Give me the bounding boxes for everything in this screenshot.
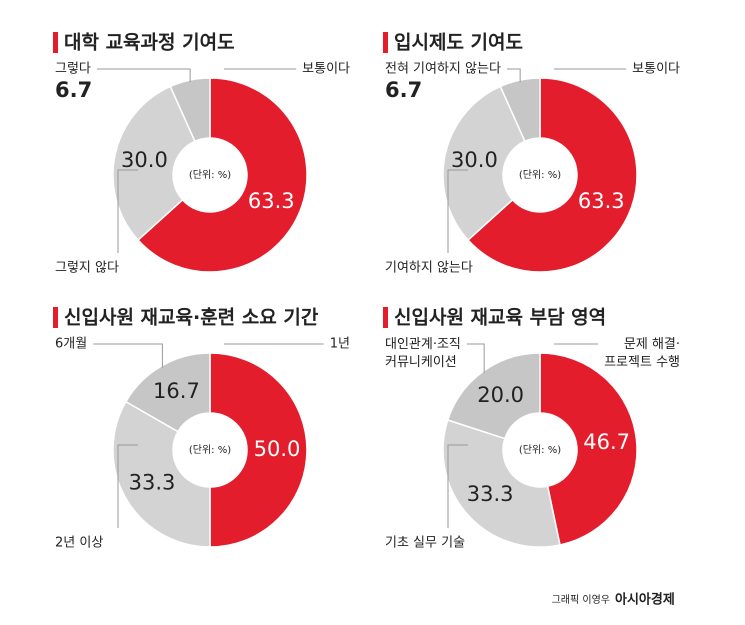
unit-label: (단위: %) [519,168,561,181]
donut-segment [124,352,211,433]
chart-title: 대학 교육과정 기여도 [64,32,235,54]
value-label: 46.7 [583,430,630,454]
value-label: 63.3 [578,189,625,213]
chart-title: 신입사원 재교육 부담 영역 [394,307,606,329]
value-label: 30.0 [451,148,498,172]
category-label: 6개월 [55,337,87,352]
value-label: 50.0 [254,437,301,461]
value-label: 6.7 [55,78,92,102]
unit-label: (단위: %) [189,168,231,181]
category-label: 전혀 기여하지 않는다 [385,62,501,77]
category-label: 문제 해결· 프로젝트 수행 [604,337,680,370]
value-label: 20.0 [477,383,524,407]
value-label: 33.3 [129,471,176,495]
donut-segment [112,85,196,242]
value-label: 6.7 [385,78,422,102]
leader-line [96,68,191,83]
value-label: 33.3 [467,482,514,506]
category-label: 기여하지 않는다 [385,261,473,276]
donut-segment [442,85,526,242]
unit-label: (단위: %) [519,443,561,456]
category-label: 보통이다 [302,62,350,77]
category-label: 그렇지 않다 [55,261,119,276]
value-label: 16.7 [153,379,200,403]
donut-segment [466,77,638,273]
category-label: 대인관계·조직 커뮤니케이션 [385,337,461,370]
leader-line [93,343,163,368]
leader-line [117,444,138,528]
donut-segment [446,352,541,440]
title-marker [53,32,58,53]
category-label: 그렇다 [55,62,91,77]
category-label: 1년 [330,337,350,352]
donut-segment [112,400,211,548]
credit-author: 그래픽 이영우 [552,594,610,606]
value-label: 63.3 [248,189,295,213]
donut-segment [539,352,638,546]
category-label: 기초 실무 기술 [385,536,465,551]
leader-line [447,444,468,528]
title-marker [383,32,388,53]
leader-line [506,68,521,83]
leader-line [466,343,485,374]
chart-title: 입시제도 기여도 [394,32,523,54]
category-label: 2년 이상 [55,536,103,551]
credit-source: 아시아경제 [615,592,675,608]
unit-label: (단위: %) [189,443,231,456]
donut-segment [136,77,308,273]
value-label: 30.0 [121,148,168,172]
donut-segment [499,77,541,143]
donut-segment [169,77,211,143]
donut-segment [442,419,561,548]
category-label: 보통이다 [632,62,680,77]
title-marker [383,307,388,328]
chart-title: 신입사원 재교육·훈련 소요 기간 [64,306,319,329]
leader-line [447,169,468,253]
title-marker [53,307,58,328]
donut-segment [209,352,308,548]
leader-line [117,169,138,253]
